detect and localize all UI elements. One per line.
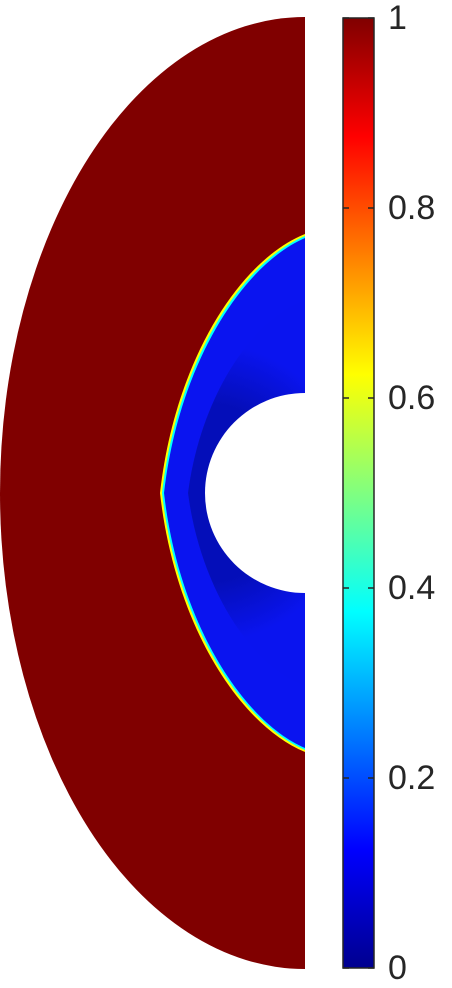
colorbar-tick-label: 0 — [388, 949, 407, 987]
colorbar-labels: 0 0.2 0.4 0.6 0.8 1 — [388, 0, 435, 987]
colorbar-tick-label: 0.4 — [388, 569, 435, 607]
colorbar-ticks — [343, 17, 374, 969]
outer-shell-region — [0, 17, 305, 969]
colorbar-tick-label: 0.8 — [388, 189, 435, 227]
colorbar-tick-label: 1 — [388, 0, 407, 37]
colorbar-tick-label: 0.2 — [388, 759, 435, 797]
colorbar-tick-label: 0.6 — [388, 379, 435, 417]
colorbar — [342, 17, 375, 969]
inner-body-gap — [205, 393, 305, 593]
